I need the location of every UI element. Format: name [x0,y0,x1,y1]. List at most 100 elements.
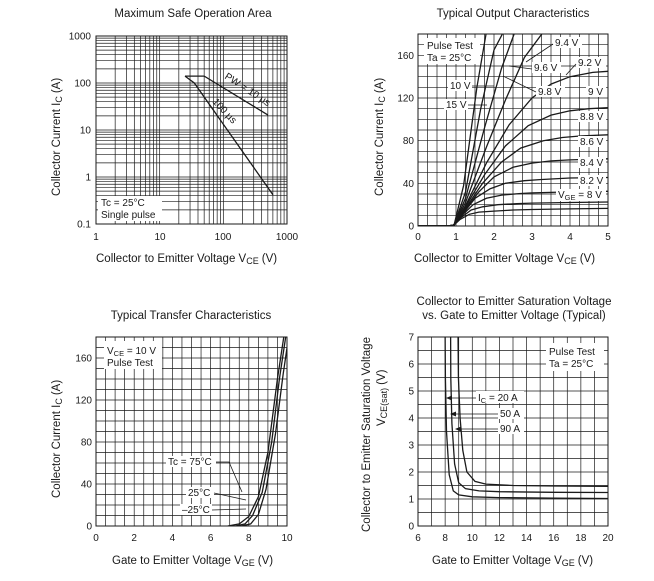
soa-curves [184,75,274,196]
transfer-xtick-8: 8 [246,533,252,544]
soa-x-axis-label: Collector to Emitter Voltage VCE (V) [96,253,277,266]
saturation-ytick-0: 0 [408,522,414,533]
transfer-x-axis-label: Gate to Emitter Voltage VGE (V) [112,555,273,568]
saturation-ytick-4: 4 [408,414,414,425]
saturation-label-20a: IC = 20 A [478,393,518,405]
output-label-9.2v: 9.2 V [578,58,602,69]
output-note-pulse: Pulse Test [427,41,473,52]
saturation-x-axis-label: Gate to Emitter Voltage VGE (V) [432,555,593,568]
saturation-title-line2: vs. Gate to Emitter Voltage (Typical) [422,310,606,322]
transfer-xtick-2: 2 [131,533,137,544]
soa-xtick-1000: 1000 [276,232,299,243]
output-ytick-40: 40 [403,179,415,190]
output-series-10 [418,34,504,226]
saturation-note-box [546,343,604,371]
output-note-box [424,38,480,64]
output-xtick-1: 1 [453,232,459,243]
transfer-series-2 [241,343,287,526]
output-label-8.6v: 8.6 V [580,137,604,148]
saturation-y-ticks: 0 1 2 3 4 5 6 7 [408,333,414,533]
transfer-ytick-0: 0 [86,522,92,533]
output-x-ticks: 0 1 2 3 4 5 [415,232,611,243]
transfer-curve-labels: Tc = 75°C 25°C –25°C [166,456,247,516]
output-xtick-2: 2 [491,232,497,243]
output-curves [418,34,608,226]
saturation-xtick-18: 18 [575,533,587,544]
transfer-ytick-80: 80 [81,438,93,449]
saturation-xtick-12: 12 [494,533,506,544]
saturation-label-90a: 90 A [500,424,520,435]
soa-series-0 [185,75,269,116]
saturation-label-50a: 50 A [500,409,520,420]
saturation-series-1 [449,337,608,494]
output-curve-labels: 9.4 V 9.2 V 9.6 V 9.8 V 9 V 10 V 15 V 8.… [444,37,606,202]
transfer-xtick-10: 10 [281,533,293,544]
output-series-11 [418,34,487,226]
saturation-xtick-20: 20 [602,533,614,544]
saturation-note-pulse: Pulse Test [549,347,595,358]
soa-panel: Maximum Safe Operation Area 1000 100 10 … [51,8,299,266]
output-ytick-120: 120 [397,94,414,105]
saturation-xtick-6: 6 [415,533,421,544]
output-x-axis-label: Collector to Emitter Voltage VCE (V) [414,253,595,266]
saturation-ytick-2: 2 [408,468,414,479]
soa-title: Maximum Safe Operation Area [114,8,272,20]
saturation-ytick-1: 1 [408,495,414,506]
soa-note-box [98,196,162,221]
output-ytick-160: 160 [397,51,414,62]
saturation-y-axis-label: Collector to Emitter Saturation Voltage [361,337,373,532]
saturation-panel: Collector to Emitter Saturation Voltage … [361,296,614,568]
transfer-y-axis-label: Collector Current IC(A) [51,380,64,498]
transfer-xtick-0: 0 [93,533,99,544]
output-label-9v: 9 V [588,87,603,98]
saturation-x-ticks: 6 8 10 12 14 16 18 20 [415,533,614,544]
output-label-10v: 10 V [450,81,471,92]
saturation-note-temp: Ta = 25°C [549,359,593,370]
output-label-8.8v: 8.8 V [580,112,604,123]
output-label-9.6v: 9.6 V [534,63,558,74]
transfer-curves [227,337,287,526]
saturation-y-axis-symbol: VCE(sat)(V) [376,369,389,426]
soa-xtick-100: 100 [215,232,232,243]
soa-xtick-1: 1 [93,232,99,243]
output-y-axis-label: Collector Current IC(A) [374,78,387,196]
soa-series-1 [184,75,274,196]
output-ytick-0: 0 [408,222,414,233]
soa-ytick-1000: 1000 [69,32,92,43]
transfer-series-0 [227,337,285,526]
transfer-note-pulse: Pulse Test [107,358,153,369]
saturation-series-0 [444,337,608,500]
soa-y-axis-label: Collector Current IC(A) [51,78,64,196]
saturation-xtick-16: 16 [548,533,560,544]
saturation-xtick-10: 10 [467,533,479,544]
output-label-9.8v: 9.8 V [538,87,562,98]
output-xtick-5: 5 [605,232,611,243]
saturation-ytick-3: 3 [408,441,414,452]
transfer-note-box [104,341,162,369]
soa-ytick-100: 100 [74,79,91,90]
output-label-15v: 15 V [446,100,467,111]
saturation-ytick-6: 6 [408,360,414,371]
output-plot-frame [417,33,609,227]
output-note-temp: Ta = 25°C [427,53,471,64]
saturation-ytick-5: 5 [408,387,414,398]
transfer-xtick-4: 4 [170,533,176,544]
transfer-label-minus25c: –25°C [182,505,210,516]
soa-grid [96,36,287,224]
soa-note-temp: Tc = 25°C [101,198,145,209]
saturation-grid [418,337,608,526]
transfer-xtick-6: 6 [208,533,214,544]
output-series-9 [418,34,515,226]
transfer-plot-frame [95,336,288,527]
output-panel: Typical Output Characteristics 040801201… [374,8,611,266]
output-y-ticks: 0 40 80 120 160 [397,51,414,233]
saturation-curve-labels: IC = 20 A 50 A 90 A [446,391,524,435]
saturation-xtick-8: 8 [442,533,448,544]
output-xtick-4: 4 [567,232,573,243]
soa-ytick-1: 1 [85,173,91,184]
transfer-label-25c: 25°C [188,488,210,499]
saturation-xtick-14: 14 [521,533,533,544]
soa-plot-frame [95,35,288,225]
output-title: Typical Output Characteristics [437,8,590,20]
soa-note-pulse: Single pulse [101,210,156,221]
